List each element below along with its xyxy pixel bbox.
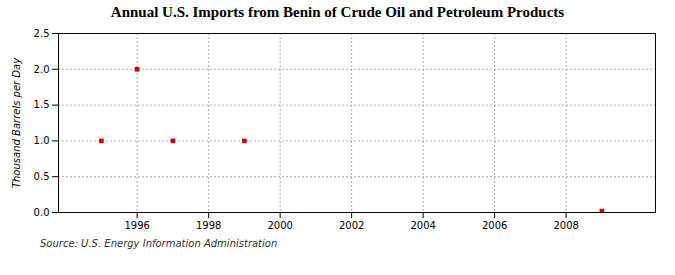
- svg-text:0.0: 0.0: [34, 207, 50, 218]
- svg-text:2.0: 2.0: [34, 64, 50, 75]
- svg-text:1.0: 1.0: [34, 135, 50, 146]
- svg-text:2002: 2002: [339, 220, 364, 231]
- svg-text:1.5: 1.5: [34, 99, 50, 110]
- svg-text:Thousand Barrels per Day: Thousand Barrels per Day: [11, 57, 22, 188]
- svg-text:0.5: 0.5: [34, 171, 50, 182]
- html-text:Source: U.S. Energy Informatio: Source: U.S. Energy Information Administ…: [40, 238, 278, 249]
- html-text:Annual U.S. Imports from Benin: Annual U.S. Imports from Benin of Crude …: [110, 4, 565, 20]
- svg-text:1996: 1996: [124, 220, 149, 231]
- svg-text:2006: 2006: [482, 220, 507, 231]
- svg-text:2004: 2004: [410, 220, 435, 231]
- svg-text:2008: 2008: [553, 220, 578, 231]
- svg-text:1998: 1998: [196, 220, 221, 231]
- svg-text:2000: 2000: [267, 220, 292, 231]
- svg-text:2.5: 2.5: [34, 28, 50, 39]
